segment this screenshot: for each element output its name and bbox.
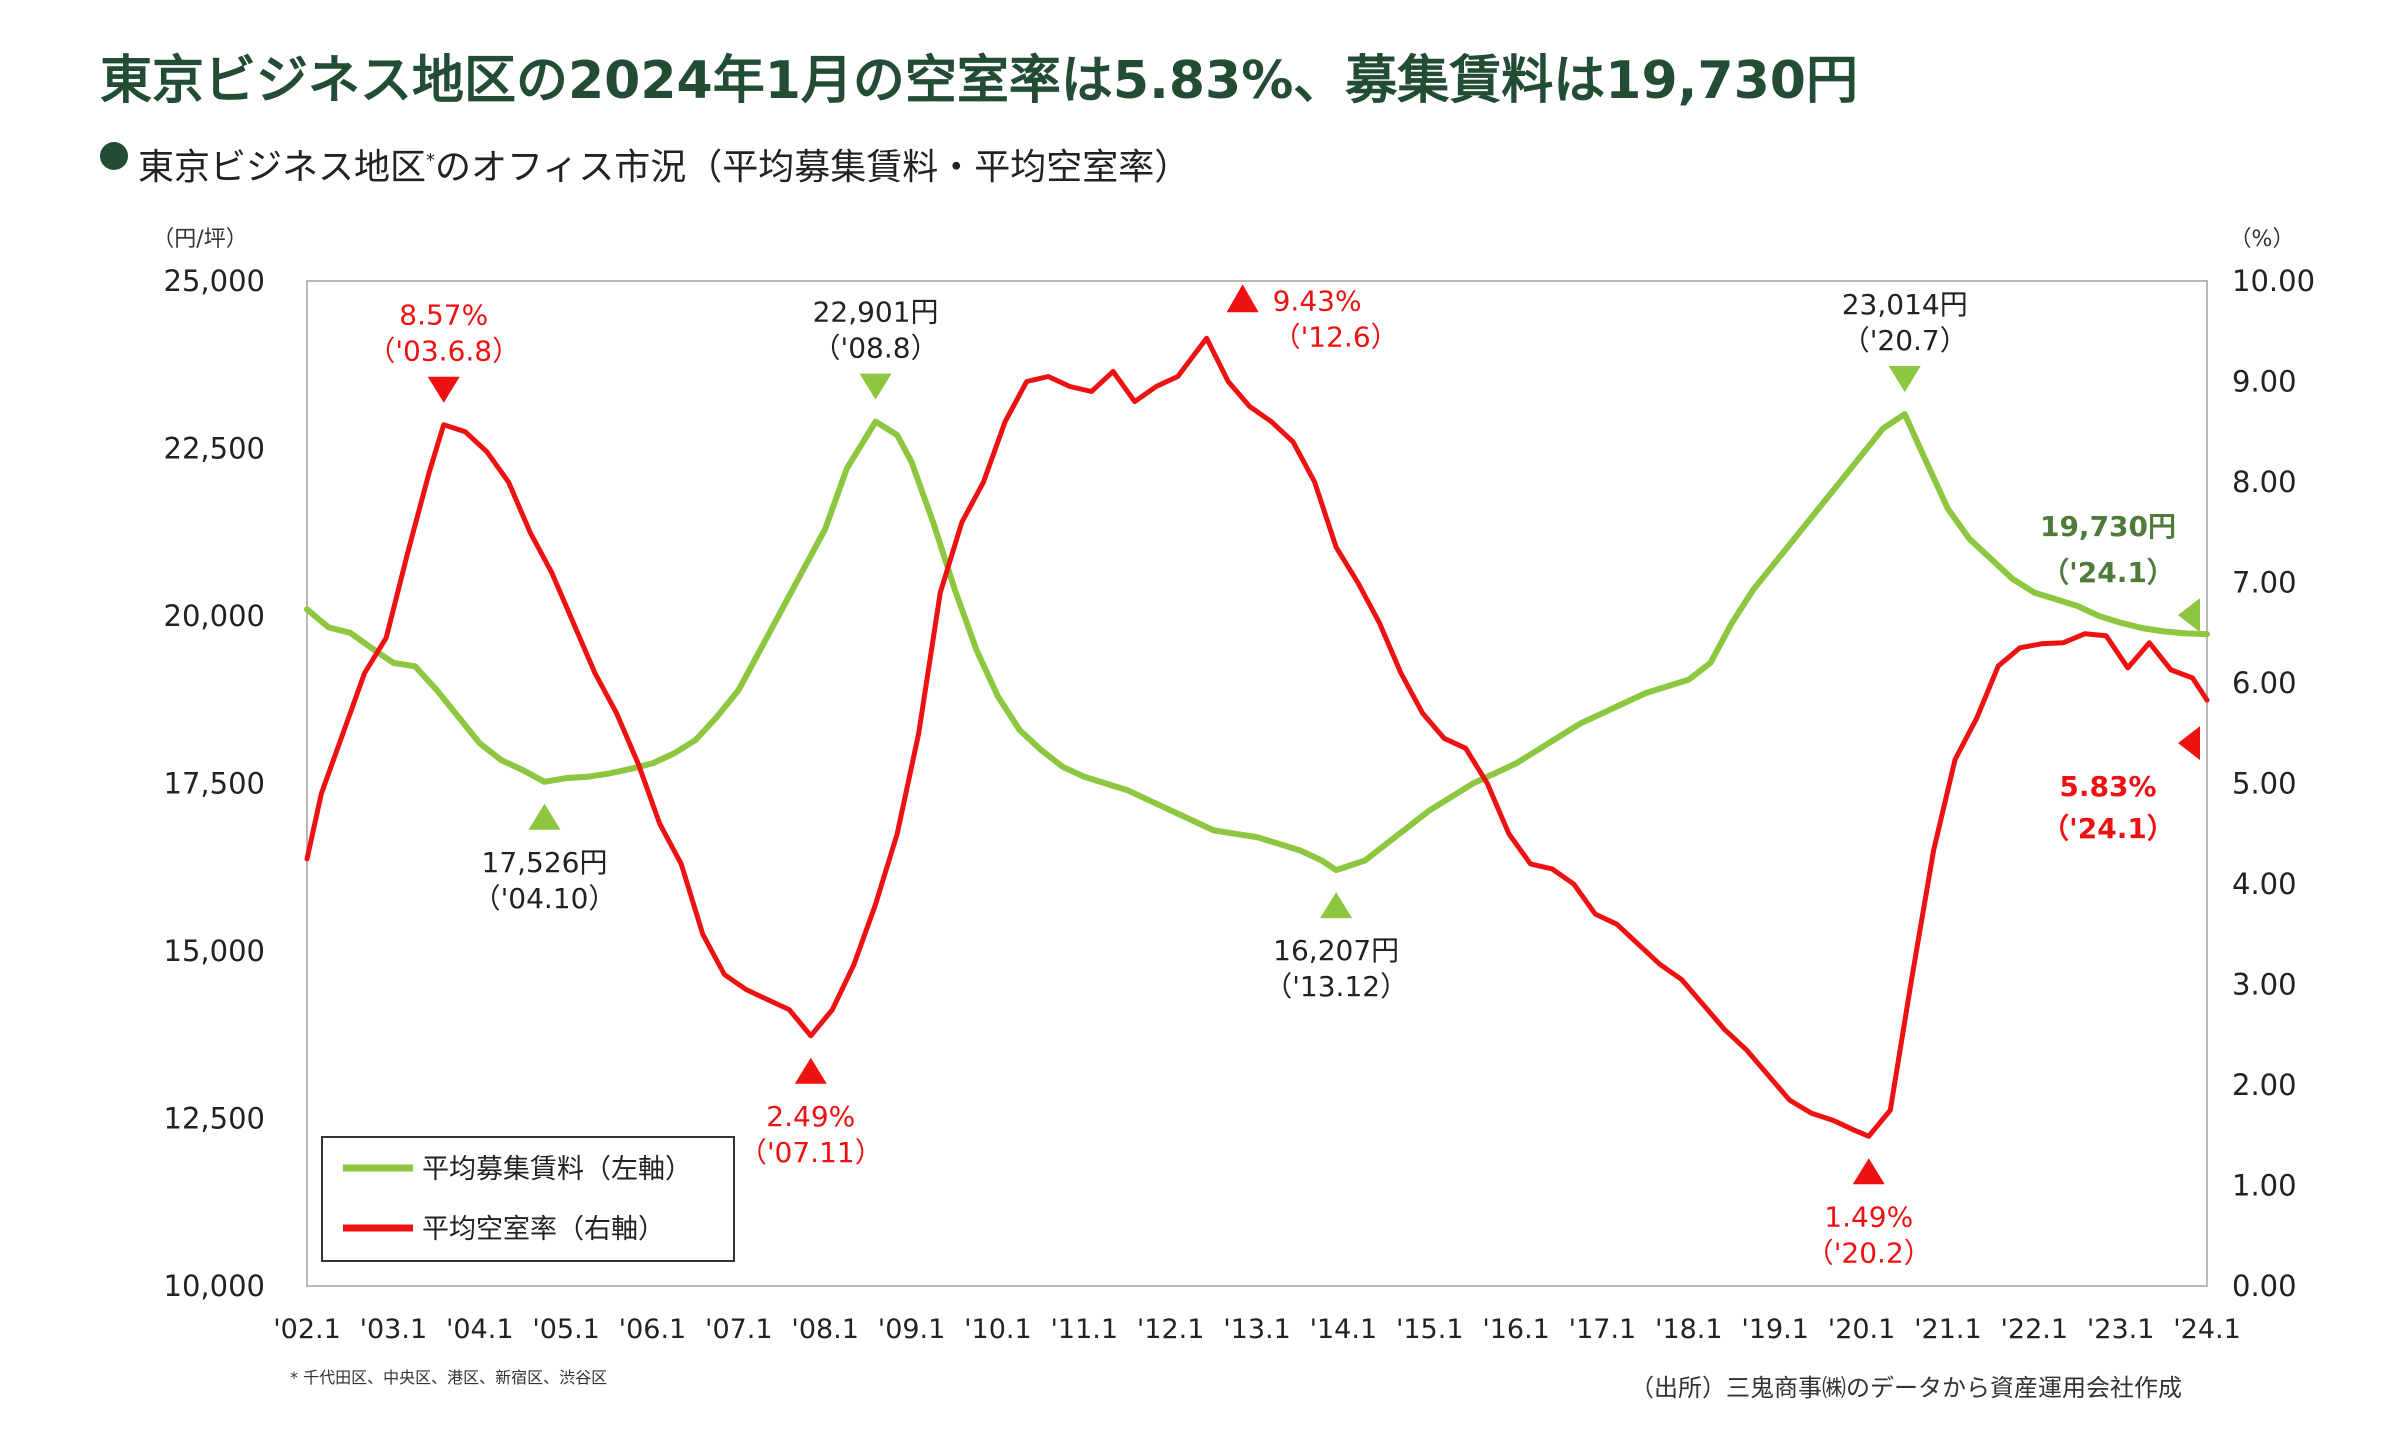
footnote: * 千代田区、中央区、港区、新宿区、渋谷区 [290,1368,608,1387]
subtitle-footnote-mark: * [426,150,436,171]
x-tick-label: '23.1 [2087,1314,2155,1345]
right-axis-ticks: 10.00 9.00 8.00 7.00 6.00 5.00 4.00 3.00 2.00 1.0… [2232,264,2315,1303]
x-tick-label: '13.1 [1223,1314,1291,1345]
right-tick-label: 7.00 [2232,566,2297,600]
right-tick-label: 2.00 [2232,1068,2297,1102]
annotation-marker [528,803,561,830]
annotation-marker [1888,366,1921,393]
annotation-date: （'03.6.8） [367,335,520,368]
annotation-marker [2178,726,2200,761]
left-tick-label: 22,500 [164,432,265,466]
annotation-marker [427,376,460,403]
annotation-value: 22,901円 [813,296,939,329]
right-tick-label: 8.00 [2232,465,2297,499]
right-tick-label: 5.00 [2232,767,2297,801]
annotation-value: 23,014円 [1842,288,1968,321]
left-tick-label: 10,000 [164,1269,265,1303]
x-tick-label: '10.1 [964,1314,1032,1345]
subtitle-rest: のオフィス市況（平均募集賃料・平均空室率） [435,147,1191,188]
annotation-date: （'12.6） [1273,320,1399,353]
x-tick-label: '08.1 [791,1314,859,1345]
annotation-value: 16,207円 [1273,934,1399,967]
annotation-date: （'04.10） [473,882,617,915]
plot-area-frame [306,280,2208,1287]
right-tick-label: 1.00 [2232,1169,2297,1203]
annotation-date: （'24.1） [2041,556,2175,589]
x-tick-label: '06.1 [619,1314,687,1345]
left-tick-label: 12,500 [164,1102,265,1136]
annotation-date: （'13.12） [1264,970,1408,1003]
left-tick-label: 25,000 [164,264,265,298]
x-tick-label: '17.1 [1569,1314,1637,1345]
x-tick-label: '02.1 [273,1314,341,1345]
annotation-marker [1226,284,1259,313]
annotation-value: 17,526円 [482,846,608,879]
annotation-marker [794,1057,827,1084]
x-tick-label: '21.1 [1914,1314,1982,1345]
annotation-value: 9.43% [1273,284,1362,317]
right-tick-label: 10.00 [2232,264,2315,298]
x-tick-label: '16.1 [1482,1314,1550,1345]
right-tick-label: 0.00 [2232,1269,2297,1303]
right-tick-label: 9.00 [2232,365,2297,399]
x-tick-label: '15.1 [1396,1314,1464,1345]
left-tick-label: 20,000 [164,599,265,633]
right-tick-label: 6.00 [2232,666,2297,700]
x-tick-label: '22.1 [2000,1314,2068,1345]
x-tick-label: '18.1 [1655,1314,1723,1345]
x-tick-label: '20.1 [1828,1314,1896,1345]
annotation-marker [1320,892,1353,919]
x-tick-label: '04.1 [446,1314,514,1345]
x-tick-label: '07.1 [705,1314,773,1345]
left-axis-ticks: 25,000 22,500 20,000 17,500 15,000 12,500 10,0… [164,264,265,1303]
vacancy-series-line [304,335,2210,1139]
right-tick-label: 4.00 [2232,867,2297,901]
annotations: 8.57%（'03.6.8） 2.49%（'07.11） 9.43%（'12.6） 1… [367,284,2200,1269]
annotation-value: 1.49% [1824,1200,1913,1233]
x-tick-label: '09.1 [878,1314,946,1345]
x-tick-label: '11.1 [1050,1314,1118,1345]
x-tick-label: '19.1 [1741,1314,1809,1345]
annotation-date: （'08.8） [813,332,939,365]
legend: 平均募集賃料（左軸） 平均空室率（右軸） [321,1136,735,1262]
x-tick-label: '14.1 [1310,1314,1378,1345]
annotation-date: （'20.7） [1842,324,1968,357]
bullet-icon [100,142,128,170]
annotation-date: （'07.11） [739,1136,883,1169]
annotation-marker [2178,598,2200,633]
legend-label-rent: 平均募集賃料（左軸） [422,1154,692,1185]
rent-series-line [304,411,2210,874]
x-tick-label: '03.1 [360,1314,428,1345]
legend-box [321,1136,735,1262]
x-tick-label: '24.1 [2173,1314,2241,1345]
x-tick-label: '12.1 [1137,1314,1205,1345]
annotation-value: 2.49% [766,1100,855,1133]
annotation-marker [1852,1158,1885,1185]
right-tick-label: 3.00 [2232,968,2297,1002]
annotation-value: 5.83% [2059,770,2156,803]
left-tick-label: 15,000 [164,934,265,968]
x-tick-label: '05.1 [532,1314,600,1345]
annotation-value: 8.57% [399,299,488,332]
left-axis-unit: （円/坪） [152,227,247,252]
series-lines [304,335,2210,1139]
x-axis-ticks: '02.1 '03.1 '04.1 '05.1 '06.1 '07.1 '08.1 '09.1… [273,1314,2241,1345]
annotation-marker [859,373,892,400]
left-tick-label: 17,500 [164,767,265,801]
annotation-value: 19,730円 [2040,510,2176,543]
legend-label-vacancy: 平均空室率（右軸） [422,1214,665,1245]
annotation-date: （'20.2） [1806,1236,1932,1269]
page-title: 東京ビジネス地区の2024年1月の空室率は5.83%、募集賃料は19,730円 [100,51,1858,111]
annotation-date: （'24.1） [2041,812,2175,845]
right-axis-unit: （%） [2230,227,2295,252]
chart-subtitle: 東京ビジネス地区*のオフィス市況（平均募集賃料・平均空室率） [138,138,1190,190]
source-note: （出所）三鬼商事㈱のデータから資産運用会社作成 [1630,1374,2182,1402]
subtitle-main: 東京ビジネス地区 [138,147,427,188]
